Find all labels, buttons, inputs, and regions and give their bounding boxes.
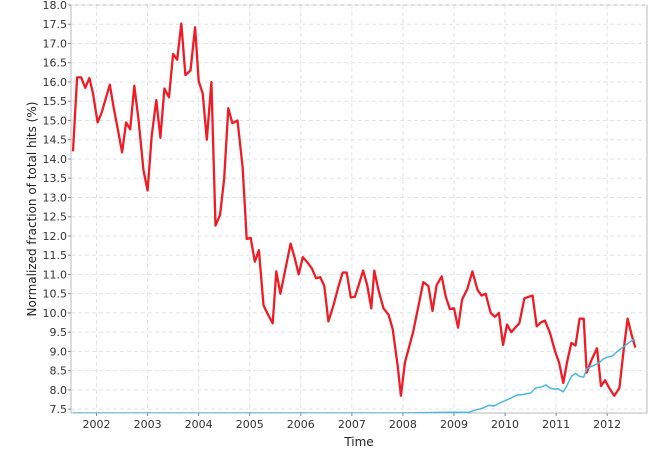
y-axis: 7.5 8.0 8.5 9.0 9.5 10.0 10.5 11.0 11.5 12.0 12.5 1… xyxy=(43,0,71,416)
x-axis: 2002 2003 2004 2005 2006 2007 2008 2009 2010 2011… xyxy=(83,413,621,431)
y-tick-label: 8.5 xyxy=(50,365,68,378)
y-tick-label: 13.0 xyxy=(43,191,68,204)
series-line-1 xyxy=(71,22,637,397)
grid xyxy=(71,4,647,413)
x-tick-label: 2002 xyxy=(83,418,111,431)
y-tick-label: 17.0 xyxy=(43,37,68,50)
y-tick-label: 16.0 xyxy=(43,76,68,89)
y-tick-label: 12.5 xyxy=(43,211,68,224)
y-tick-label: 11.0 xyxy=(43,268,68,281)
y-tick-label: 15.5 xyxy=(43,95,68,108)
y-tick-label: 16.5 xyxy=(43,57,68,70)
y-tick-label: 12.0 xyxy=(43,230,68,243)
x-axis-title: Time xyxy=(343,435,373,449)
x-tick-label: 2005 xyxy=(236,418,264,431)
series xyxy=(71,22,637,413)
x-tick-label: 2007 xyxy=(338,418,366,431)
y-tick-label: 18.0 xyxy=(43,0,68,12)
y-tick-label: 13.5 xyxy=(43,172,68,185)
y-tick-label: 7.5 xyxy=(50,403,68,416)
plot-area xyxy=(70,4,648,414)
x-tick-label: 2003 xyxy=(134,418,162,431)
x-tick-label: 2009 xyxy=(440,418,468,431)
x-tick-label: 2008 xyxy=(389,418,417,431)
y-tick-label: 11.5 xyxy=(43,249,68,262)
x-tick-label: 2012 xyxy=(593,418,621,431)
y-axis-title: Normalized fraction of total hits (%) xyxy=(25,102,39,317)
y-tick-label: 8.0 xyxy=(50,384,68,397)
x-tick-label: 2006 xyxy=(287,418,315,431)
y-tick-label: 14.5 xyxy=(43,134,68,147)
y-tick-label: 9.5 xyxy=(50,326,68,339)
x-tick-label: 2004 xyxy=(185,418,213,431)
y-tick-label: 15.0 xyxy=(43,114,68,127)
y-tick-label: 10.5 xyxy=(43,288,68,301)
series-line-2 xyxy=(73,339,636,413)
y-tick-label: 9.0 xyxy=(50,345,68,358)
y-tick-label: 10.0 xyxy=(43,307,68,320)
x-tick-label: 2010 xyxy=(491,418,519,431)
y-tick-label: 17.5 xyxy=(43,18,68,31)
y-tick-label: 14.0 xyxy=(43,153,68,166)
x-tick-label: 2011 xyxy=(542,418,570,431)
